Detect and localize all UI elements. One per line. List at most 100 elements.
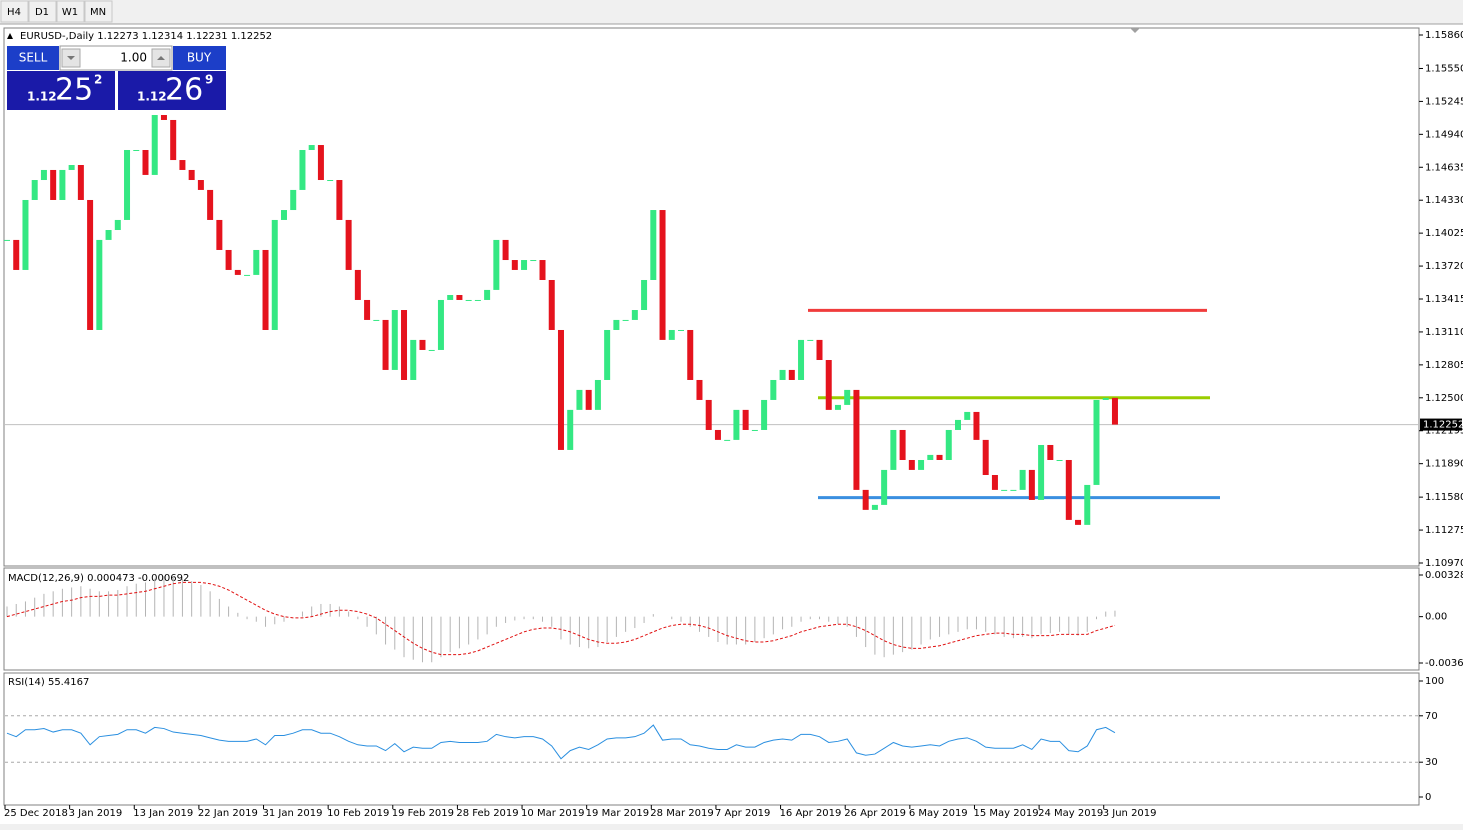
candle (991, 475, 998, 490)
buy-price-big: 1.12 (137, 90, 167, 104)
candle (77, 165, 84, 200)
x-tick-label: 13 Jan 2019 (133, 808, 193, 819)
y-tick-label: 1.14940 (1425, 129, 1463, 140)
timeframe-label: MN (90, 7, 106, 18)
y-tick-label: 1.15550 (1425, 63, 1463, 74)
candle (761, 399, 768, 430)
candle (788, 369, 795, 380)
candle (87, 199, 94, 330)
candle (290, 189, 297, 211)
candle (391, 310, 398, 370)
candle (336, 180, 343, 220)
candle (484, 289, 491, 300)
candle (899, 429, 906, 460)
candle (207, 189, 214, 220)
rsi-title: RSI(14) 55.4167 (8, 677, 89, 688)
y-tick-label: 1.14330 (1425, 195, 1463, 206)
x-tick-label: 3 Jan 2019 (69, 808, 123, 819)
timeframe-label: W1 (62, 7, 78, 18)
candle (4, 239, 10, 241)
candle (622, 319, 629, 321)
candle (502, 239, 509, 261)
candle (317, 145, 324, 181)
candle (364, 299, 371, 320)
x-tick-label: 15 May 2019 (973, 808, 1038, 819)
candle (142, 149, 149, 175)
candle (31, 180, 38, 200)
candle (1028, 469, 1035, 500)
candle (1019, 469, 1026, 490)
timeframe-button[interactable] (28, 0, 57, 23)
candle (844, 389, 851, 405)
y-tick-label: 1.12500 (1425, 393, 1463, 404)
x-tick-label: 26 Apr 2019 (844, 808, 906, 819)
candle (696, 379, 703, 400)
candle (770, 379, 777, 400)
x-tick-label: 19 Mar 2019 (586, 808, 649, 819)
candle (678, 329, 685, 331)
candle (927, 454, 934, 460)
up-arrow (157, 56, 165, 60)
candle (918, 459, 925, 470)
candle (798, 339, 805, 380)
candle (936, 454, 943, 460)
x-tick-label: 19 Feb 2019 (392, 808, 454, 819)
macd-signal (6, 581, 1116, 656)
candle (373, 319, 380, 321)
y-tick-label: 1.13110 (1425, 327, 1463, 338)
candle (354, 269, 361, 300)
buy-price-box[interactable] (118, 71, 226, 110)
buy-price-sup: 9 (205, 73, 213, 87)
candle (428, 349, 435, 351)
y-tick-label: 0.00 (1425, 612, 1447, 623)
y-tick-label: 1.12805 (1425, 360, 1463, 371)
candle (225, 249, 232, 270)
candle (945, 429, 952, 460)
timeframe-label: D1 (35, 7, 49, 18)
candle (1001, 489, 1008, 491)
candle (401, 310, 408, 380)
candle (594, 379, 601, 410)
candle (881, 469, 888, 505)
y-tick-label: 70 (1425, 711, 1438, 722)
y-tick-label: 1.12195 (1425, 426, 1463, 437)
candle (493, 239, 500, 290)
candle (1047, 444, 1054, 460)
candle (327, 180, 334, 182)
candle (1038, 444, 1045, 500)
candle (908, 459, 915, 470)
candle (234, 269, 241, 275)
candle (825, 360, 832, 410)
candle (271, 219, 278, 330)
candle (1065, 459, 1072, 520)
candle (59, 169, 66, 200)
y-tick-label: 1.14025 (1425, 228, 1463, 239)
sell-price-box[interactable] (7, 71, 115, 110)
sell-label: SELL (19, 51, 48, 65)
timeframe-button[interactable] (0, 0, 29, 23)
candle (973, 411, 980, 440)
x-tick-label: 3 Jun 2019 (1103, 808, 1157, 819)
candle (188, 169, 195, 181)
y-tick-label: 0 (1425, 792, 1431, 803)
candle (437, 299, 444, 350)
current-price-label: 1.12252 (1423, 420, 1463, 431)
candle (1075, 519, 1082, 525)
buy-button[interactable] (173, 46, 226, 70)
candle (151, 115, 158, 175)
sell-button[interactable] (7, 46, 59, 70)
candle (474, 299, 481, 301)
candle (871, 504, 878, 510)
trade-panel: SELL 1.00 BUY 1.12 25 2 1.12 26 9 (7, 45, 226, 110)
candle (733, 409, 740, 440)
candle (308, 145, 315, 150)
candle (1102, 397, 1109, 400)
candle (576, 389, 583, 410)
candle (197, 180, 204, 190)
timeframe-button[interactable] (56, 0, 85, 23)
timeframe-button[interactable] (84, 0, 113, 23)
x-tick-label: 28 Mar 2019 (650, 808, 713, 819)
candle (345, 219, 352, 270)
x-tick-label: 10 Feb 2019 (327, 808, 389, 819)
